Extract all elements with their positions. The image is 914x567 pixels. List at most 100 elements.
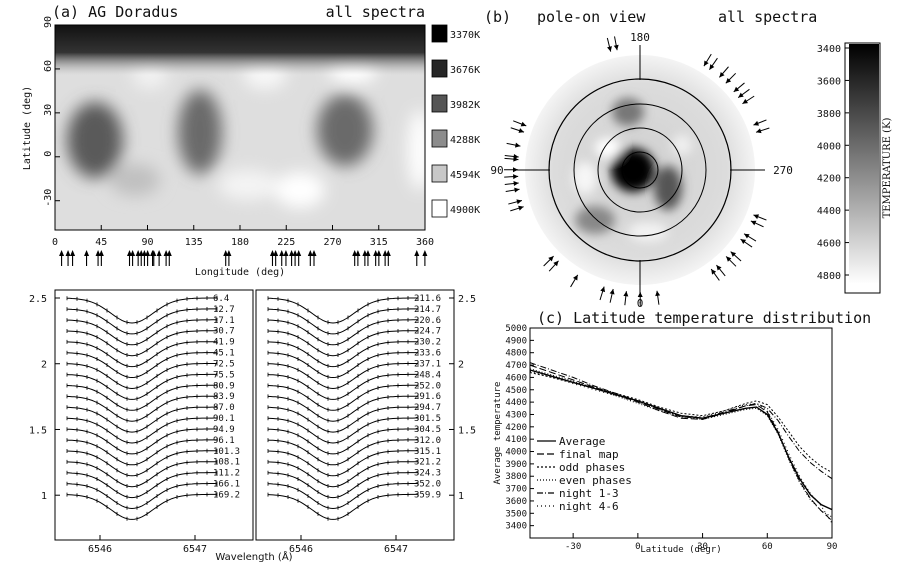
- profile-fit: [66, 472, 217, 499]
- colorbar-ticks: 3400 3600 3800 4000 4200 4400 4600 4800: [817, 44, 849, 282]
- profile-fit: [267, 450, 418, 477]
- c-ytick-label: 5000: [505, 324, 527, 334]
- profile-xtick-label: 6547: [183, 544, 207, 555]
- panel-a: (a) AG Doradus all spectra 0 45 90 135 180 22…: [22, 3, 480, 278]
- profile-obs: [66, 492, 218, 521]
- legend-swatch: [431, 24, 448, 43]
- colorbar-tick-label: 4400: [817, 206, 841, 217]
- phase-label: 72.5: [213, 359, 235, 369]
- profile-obs: [267, 448, 419, 478]
- panel-a-ytick-label: 90: [43, 16, 54, 28]
- profile-fit: [267, 395, 418, 422]
- c-legend-item: final map: [537, 448, 619, 461]
- profile-fit: [66, 308, 217, 335]
- phase-arrow: [269, 250, 275, 266]
- profile-fit: [267, 363, 418, 390]
- panel-a-ytick-label: 60: [43, 60, 54, 72]
- c-xtick-label: 30: [697, 542, 708, 552]
- panel-a-xtick-label: 315: [370, 237, 388, 248]
- c-ytick-label: 3700: [505, 485, 527, 495]
- phase-label: 324.3: [414, 469, 441, 479]
- profile-obs: [267, 317, 419, 347]
- profile-xtick-label: 6546: [88, 544, 112, 555]
- colorbar-tick-label: 3400: [817, 44, 841, 55]
- c-ytick-label: 4800: [505, 349, 527, 359]
- phase-label: 248.4: [414, 370, 441, 380]
- pole-phase-arrow: [609, 288, 615, 303]
- profile-row: 80.9: [66, 381, 235, 412]
- phase-label: 230.2: [414, 338, 441, 348]
- profile-row: 41.9: [66, 338, 235, 368]
- c-legend-item: odd phases: [537, 461, 625, 474]
- profile-row: 237.1: [267, 359, 441, 390]
- profile-row: 359.9: [267, 490, 441, 521]
- phase-arrow: [292, 250, 298, 266]
- phase-arrow: [98, 250, 104, 266]
- profile-row: 233.6: [267, 349, 441, 379]
- phase-arrow: [279, 250, 285, 266]
- legend-swatch: [431, 94, 448, 113]
- colorbar-tick-label: 3800: [817, 109, 841, 120]
- colorbar-label: TEMPERATURE (K): [882, 117, 893, 218]
- profile-obs: [66, 372, 218, 401]
- profile-fit: [267, 461, 418, 488]
- profile-xtick-label: 6547: [384, 544, 408, 555]
- legend-item: 4900K: [431, 199, 480, 218]
- line-profile-panels: 6.412.717.130.741.945.172.575.580.983.98…: [29, 289, 476, 563]
- profile-row: 87.0: [66, 403, 235, 434]
- legend-label: 4288K: [450, 135, 480, 146]
- profile-obs: [267, 328, 419, 357]
- profile-fit: [66, 395, 217, 422]
- series-line-night-4-6: [529, 370, 833, 524]
- profile-obs: [66, 361, 218, 390]
- profile-fit: [66, 406, 217, 433]
- legend-swatch: [431, 164, 448, 183]
- pole-phase-arrow: [755, 127, 770, 134]
- phase-label: 312.0: [414, 436, 441, 446]
- phase-label: 101.3: [213, 447, 240, 457]
- phase-label: 111.2: [213, 469, 240, 479]
- c-legend-label: night 4-6: [559, 500, 619, 513]
- pole-phase-arrow: [599, 286, 606, 301]
- phase-label: 94.9: [213, 425, 235, 435]
- colorbar-tick-label: 3600: [817, 76, 841, 87]
- phase-label: 17.1: [213, 316, 235, 326]
- temperature-colorbar: TEMPERATURE (K): [844, 42, 893, 294]
- c-legend-label: final map: [559, 448, 619, 461]
- phase-label: 294.7: [414, 403, 441, 413]
- phase-label: 30.7: [213, 327, 235, 337]
- profile-fit: [267, 330, 418, 357]
- pole-phase-arrow: [570, 274, 579, 288]
- profile-fit: [66, 363, 217, 390]
- panel-a-xtick-label: 180: [231, 237, 249, 248]
- profile-row: 45.1: [66, 349, 235, 379]
- pole-phase-arrow: [513, 120, 527, 127]
- profile-fit: [267, 341, 418, 368]
- colorbar-tick-label: 4200: [817, 174, 841, 185]
- profile-fit: [268, 319, 418, 346]
- phase-arrow: [311, 250, 317, 266]
- panel-a-xlabel: Longitude (deg): [195, 267, 285, 278]
- profile-obs: [66, 427, 218, 456]
- pole-phase-arrow: [510, 205, 524, 212]
- pole-phase-arrow: [506, 142, 521, 148]
- phase-label: 87.0: [213, 403, 235, 413]
- legend-item: 3676K: [431, 59, 480, 78]
- profile-row: 224.7: [267, 327, 441, 357]
- legend-item: 4594K: [431, 164, 480, 183]
- profile-fit: [66, 330, 217, 357]
- legend-label: 3982K: [450, 100, 480, 111]
- profile-obs: [267, 416, 419, 445]
- phase-label: 80.9: [213, 381, 235, 391]
- series-line-final-map: [529, 364, 833, 522]
- profile-fit: [67, 319, 217, 346]
- c-ytick-label: 4400: [505, 398, 527, 408]
- pole-phase-arrow: [725, 256, 737, 267]
- profile-fit: [66, 417, 217, 444]
- profile-obs: [66, 350, 218, 379]
- profile-fit: [267, 493, 418, 520]
- phase-arrow: [373, 250, 379, 266]
- panel-c-xlabel: Latitude (degr): [640, 545, 721, 555]
- pole-phase-arrow: [548, 260, 559, 272]
- c-ytick-label: 4200: [505, 423, 527, 433]
